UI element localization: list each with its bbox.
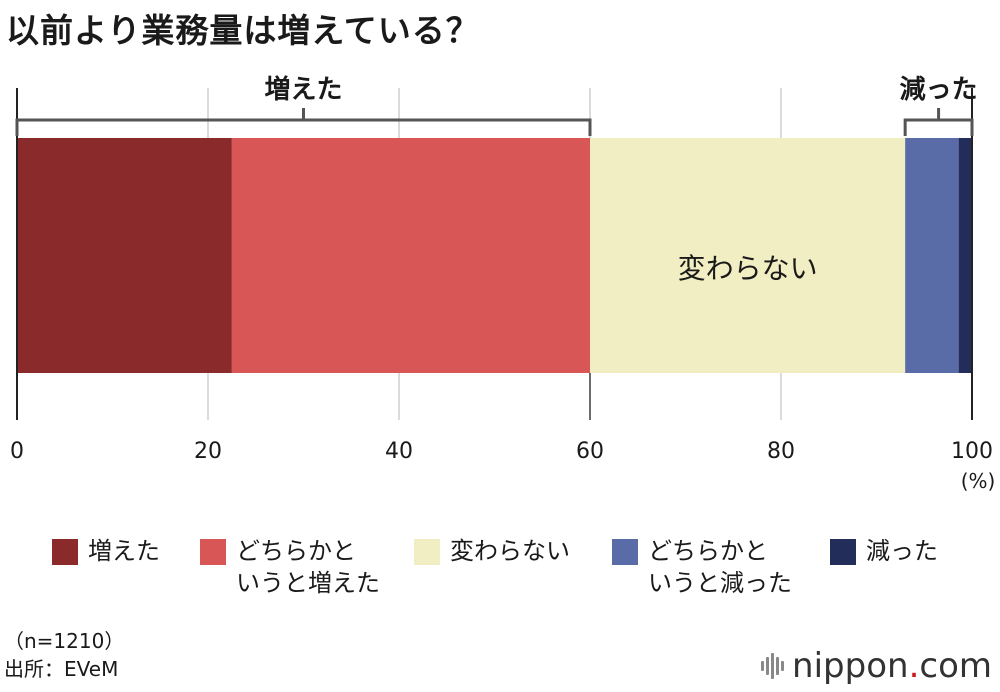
legend-item: 増えた xyxy=(52,535,160,567)
bracket xyxy=(15,118,592,136)
legend-item: どちらかと いうと減った xyxy=(612,535,792,599)
legend-swatch xyxy=(612,539,638,565)
x-tick-label: 40 xyxy=(385,439,413,464)
legend-swatch xyxy=(414,539,440,565)
legend: 増えた どちらかと いうと増えた 変わらない どちらかと いうと減った 減った xyxy=(52,535,992,615)
bar-segment xyxy=(17,138,232,373)
bar-segment xyxy=(958,138,972,373)
bar-segment xyxy=(905,138,959,373)
logo-wave-icon xyxy=(761,653,786,679)
x-tick-label: 20 xyxy=(194,439,222,464)
legend-item: 減った xyxy=(830,535,938,567)
x-tick-label: 100 xyxy=(951,439,993,464)
nippon-logo: nippon. com xyxy=(761,646,992,686)
x-tick-label: 60 xyxy=(576,439,604,464)
stacked-bar-chart: 0 20 40 60 80 100 (%) 変わらない 増えた 減った xyxy=(10,75,996,493)
legend-item: 変わらない xyxy=(414,535,570,567)
chart-title: 以前より業務量は増えている？ xyxy=(6,11,480,50)
legend-swatch xyxy=(830,539,856,565)
bracket xyxy=(903,118,974,136)
legend-swatch xyxy=(200,539,226,565)
x-unit-label: (%) xyxy=(961,469,996,493)
sample-size-note: （n=1210） xyxy=(4,629,125,653)
legend-label: 増えた xyxy=(88,537,160,565)
legend-label: 変わらない xyxy=(450,537,570,565)
logo-suffix: com xyxy=(919,646,992,686)
bar-inner-label: 変わらない xyxy=(678,252,818,285)
x-tick-label: 0 xyxy=(10,439,24,464)
bar-segment xyxy=(231,138,590,373)
legend-swatch xyxy=(52,539,78,565)
source-note: 出所：EVeM xyxy=(4,657,119,681)
bracket-label: 減った xyxy=(900,75,978,105)
bracket-label: 増えた xyxy=(264,75,342,105)
logo-dot: . xyxy=(908,646,920,686)
legend-label: 減った xyxy=(866,537,938,565)
x-tick-label: 80 xyxy=(767,439,795,464)
bar-segment xyxy=(590,138,906,373)
logo-text: nippon xyxy=(792,646,909,686)
legend-label: どちらかと いうと増えた xyxy=(236,537,380,597)
legend-label: どちらかと いうと減った xyxy=(648,537,792,597)
legend-item: どちらかと いうと増えた xyxy=(200,535,380,599)
